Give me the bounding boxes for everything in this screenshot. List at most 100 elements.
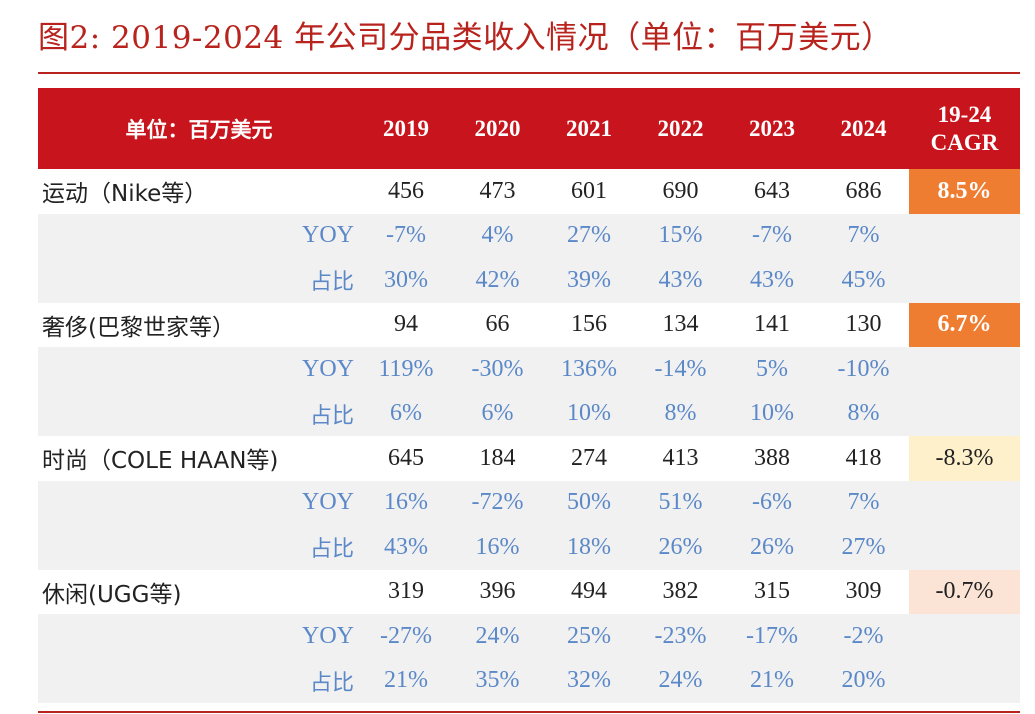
share-label: 占比 bbox=[309, 270, 354, 296]
empty-cell bbox=[909, 391, 1020, 436]
empty-cell bbox=[909, 480, 1020, 525]
cagr-value: -0.7% bbox=[909, 569, 1020, 614]
revenue-value: 413 bbox=[662, 444, 699, 471]
yoy-row: YOY 16% -72% 50% 51% -6% 7% bbox=[38, 480, 1020, 525]
yoy-value: 15% bbox=[658, 222, 703, 249]
yoy-value: 7% bbox=[847, 222, 880, 249]
share-row: 占比 21% 35% 32% 24% 21% 20% bbox=[38, 658, 1020, 703]
share-value: 43% bbox=[384, 533, 428, 560]
share-label: 占比 bbox=[309, 670, 354, 696]
revenue-value: 134 bbox=[662, 311, 699, 338]
yoy-label: YOY bbox=[302, 489, 354, 516]
share-value: 16% bbox=[475, 533, 520, 560]
share-row: 占比 43% 16% 18% 26% 26% 27% bbox=[38, 525, 1020, 570]
share-value: 43% bbox=[750, 266, 794, 293]
revenue-value: 66 bbox=[485, 311, 510, 338]
yoy-value: 4% bbox=[481, 222, 514, 249]
unit-header: 单位：百万美元 bbox=[125, 117, 273, 142]
year-header: 2024 bbox=[840, 115, 887, 141]
revenue-value: 456 bbox=[388, 177, 424, 204]
revenue-value: 418 bbox=[845, 444, 882, 471]
share-value: 39% bbox=[567, 266, 611, 293]
yoy-value: 16% bbox=[384, 489, 428, 516]
yoy-value: -2% bbox=[843, 622, 884, 649]
share-value: 24% bbox=[658, 667, 703, 694]
revenue-table: 单位：百万美元 2019 2020 2021 2022 2023 2024 19… bbox=[38, 88, 1020, 703]
yoy-value: -14% bbox=[654, 355, 707, 382]
category-name: 奢侈(巴黎世家等） bbox=[42, 314, 235, 341]
share-value: 6% bbox=[481, 400, 514, 427]
revenue-value: 645 bbox=[388, 444, 424, 471]
yoy-value: -23% bbox=[654, 622, 707, 649]
yoy-value: -6% bbox=[752, 489, 792, 516]
share-value: 43% bbox=[658, 266, 703, 293]
category-row-luxury: 奢侈(巴黎世家等） 94 66 156 134 141 130 6.7% bbox=[38, 302, 1020, 347]
yoy-value: 7% bbox=[847, 489, 880, 516]
revenue-value: 382 bbox=[662, 578, 699, 605]
yoy-value: 5% bbox=[756, 355, 788, 382]
share-value: 42% bbox=[475, 266, 520, 293]
yoy-label: YOY bbox=[302, 355, 354, 382]
yoy-row: YOY -7% 4% 27% 15% -7% 7% bbox=[38, 213, 1020, 258]
revenue-value: 319 bbox=[388, 578, 424, 605]
share-value: 27% bbox=[841, 533, 886, 560]
revenue-value: 601 bbox=[571, 177, 607, 204]
yoy-value: -7% bbox=[386, 222, 426, 249]
revenue-value: 494 bbox=[571, 578, 607, 605]
revenue-value: 184 bbox=[479, 444, 516, 471]
revenue-value: 473 bbox=[479, 177, 516, 204]
category-row-casual: 休闲(UGG等) 319 396 494 382 315 309 -0.7% bbox=[38, 569, 1020, 614]
year-header: 2023 bbox=[749, 115, 795, 141]
category-row-fashion: 时尚（COLE HAAN等) 645 184 274 413 388 418 -… bbox=[38, 436, 1020, 481]
share-value: 10% bbox=[567, 400, 611, 427]
share-value: 30% bbox=[384, 266, 428, 293]
empty-cell bbox=[909, 525, 1020, 570]
category-name: 休闲(UGG等) bbox=[42, 581, 182, 608]
year-header: 2021 bbox=[566, 115, 612, 141]
title-divider bbox=[38, 72, 1020, 74]
cagr-value: -8.3% bbox=[909, 436, 1020, 481]
share-value: 8% bbox=[664, 400, 697, 427]
yoy-label: YOY bbox=[302, 622, 354, 649]
revenue-value: 274 bbox=[571, 444, 607, 471]
yoy-label: YOY bbox=[302, 222, 354, 249]
share-value: 26% bbox=[750, 533, 794, 560]
yoy-value: 51% bbox=[658, 489, 703, 516]
revenue-value: 643 bbox=[754, 177, 790, 204]
revenue-value: 388 bbox=[754, 444, 790, 471]
share-label: 占比 bbox=[309, 537, 354, 563]
revenue-value: 315 bbox=[754, 578, 790, 605]
share-value: 21% bbox=[750, 667, 794, 694]
year-header: 2019 bbox=[383, 115, 429, 141]
empty-cell bbox=[909, 258, 1020, 303]
yoy-value: 119% bbox=[378, 355, 434, 382]
bottom-divider bbox=[38, 711, 1020, 713]
cagr-header-period: 19-24 bbox=[937, 101, 992, 127]
yoy-row: YOY 119% -30% 136% -14% 5% -10% bbox=[38, 347, 1020, 392]
year-header: 2022 bbox=[657, 115, 704, 141]
revenue-value: 130 bbox=[845, 311, 882, 338]
empty-cell bbox=[909, 213, 1020, 258]
share-value: 32% bbox=[567, 667, 611, 694]
yoy-value: -7% bbox=[752, 222, 792, 249]
revenue-value: 141 bbox=[754, 311, 790, 338]
share-value: 10% bbox=[750, 400, 794, 427]
empty-cell bbox=[909, 347, 1020, 392]
share-label: 占比 bbox=[309, 403, 354, 429]
year-header: 2020 bbox=[474, 115, 521, 141]
category-name: 运动（Nike等） bbox=[42, 181, 208, 208]
share-value: 26% bbox=[658, 533, 703, 560]
category-row-sports: 运动（Nike等） 456 473 601 690 643 686 8.5% bbox=[38, 169, 1020, 214]
header-row: 单位：百万美元 2019 2020 2021 2022 2023 2024 19… bbox=[38, 88, 1020, 169]
yoy-value: -10% bbox=[837, 355, 890, 382]
yoy-value: 24% bbox=[475, 622, 520, 649]
share-value: 45% bbox=[841, 266, 886, 293]
share-value: 21% bbox=[384, 667, 428, 694]
yoy-value: -17% bbox=[746, 622, 798, 649]
revenue-value: 156 bbox=[571, 311, 607, 338]
share-value: 8% bbox=[847, 400, 880, 427]
yoy-value: 25% bbox=[567, 622, 611, 649]
share-row: 占比 6% 6% 10% 8% 10% 8% bbox=[38, 391, 1020, 436]
yoy-value: -27% bbox=[380, 622, 432, 649]
figure-title: 图2: 2019-2024 年公司分品类收入情况（单位：百万美元） bbox=[38, 20, 893, 56]
